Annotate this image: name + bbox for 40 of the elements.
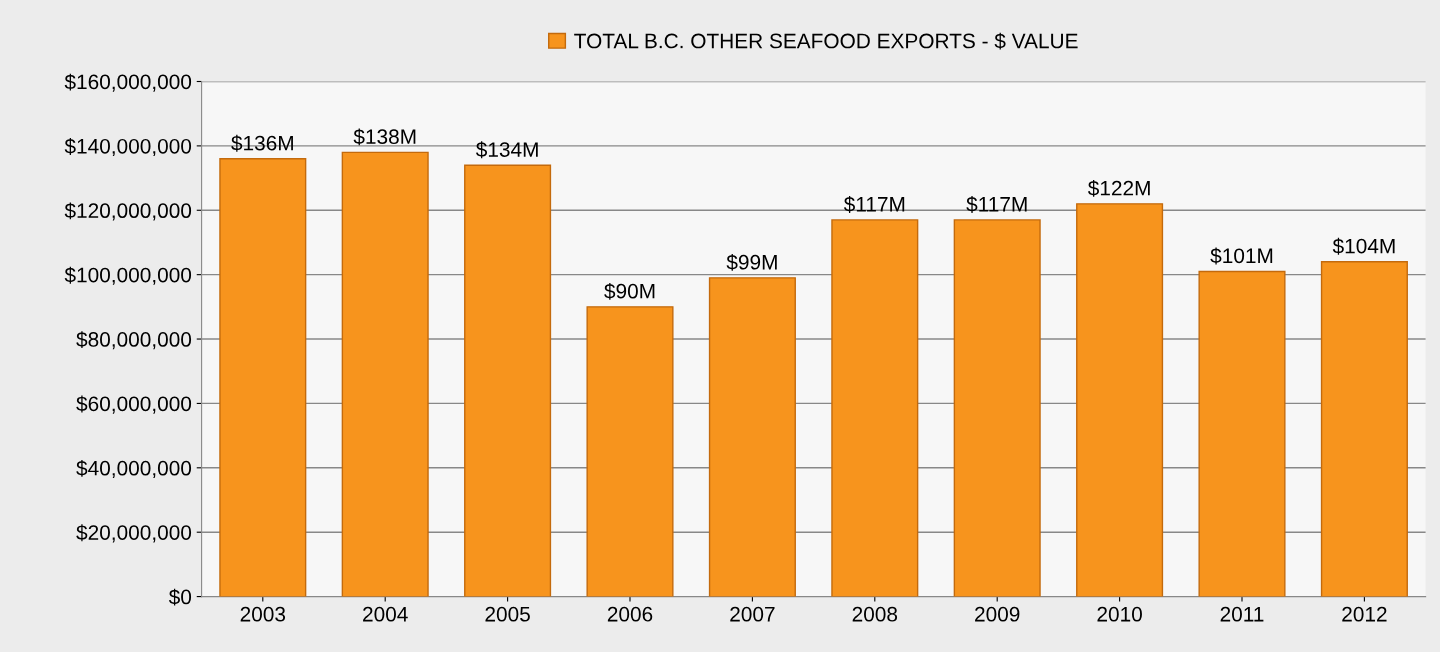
bar	[953, 219, 1041, 597]
data-label: $99M	[726, 253, 777, 271]
x-tick-label: 2010	[1097, 606, 1142, 622]
bar	[1198, 270, 1286, 597]
y-tick-label: $160,000,000	[64, 73, 192, 92]
y-tick-label: $20,000,000	[76, 524, 192, 543]
bar	[219, 158, 307, 597]
data-label: $138M	[353, 128, 416, 146]
legend-label: TOTAL B.C. OTHER SEAFOOD EXPORTS - $ VALUE	[574, 32, 1078, 50]
bar	[464, 164, 552, 597]
data-label: $90M	[604, 282, 655, 300]
y-tick-label: $40,000,000	[76, 459, 192, 479]
x-tick-label: 2006	[607, 606, 653, 622]
y-tick-label: $140,000,000	[64, 138, 192, 157]
data-label: $104M	[1332, 237, 1395, 255]
data-label: $122M	[1087, 179, 1150, 197]
bar	[586, 306, 674, 597]
y-tick-label: $80,000,000	[76, 331, 192, 350]
data-label: $134M	[475, 141, 538, 159]
x-tick-label: 2008	[852, 606, 898, 622]
x-tick-label: 2011	[1220, 606, 1264, 622]
data-label: $117M	[966, 196, 1027, 213]
x-tick-label: 2003	[240, 606, 286, 622]
data-label: $136M	[231, 134, 293, 152]
bar	[1076, 203, 1164, 597]
y-tick-label: $60,000,000	[76, 395, 192, 414]
data-label: $101M	[1210, 247, 1273, 265]
bar	[1320, 261, 1408, 597]
y-tick-label: $0	[168, 588, 192, 606]
x-tick-label: 2005	[485, 606, 530, 622]
bar	[708, 277, 796, 597]
bar	[341, 151, 429, 597]
bar	[831, 219, 919, 597]
x-tick-label: 2004	[363, 606, 408, 622]
y-tick-label: $120,000,000	[64, 202, 192, 221]
x-tick-label: 2007	[730, 606, 775, 622]
x-tick-label: 2012	[1342, 606, 1387, 622]
x-tick-label: 2009	[975, 606, 1020, 622]
y-tick-label: $100,000,000	[64, 266, 192, 285]
data-label: $117M	[843, 196, 905, 213]
